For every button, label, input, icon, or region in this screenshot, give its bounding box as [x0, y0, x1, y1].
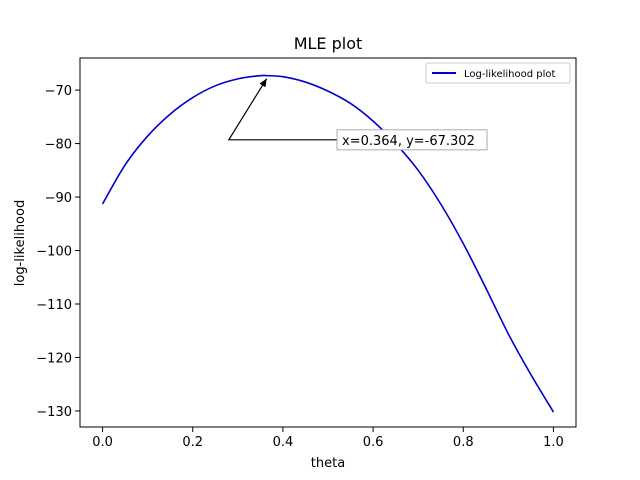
legend-box — [425, 62, 571, 84]
plot-area — [101, 74, 555, 413]
annotation-arrow — [227, 78, 338, 141]
x-tick-label: 0.6 — [363, 435, 384, 450]
x-tick-label: 0.0 — [92, 435, 113, 450]
y-tick-label: −100 — [36, 245, 72, 260]
annotation-box — [336, 129, 488, 151]
series-line-log-likelihood — [101, 74, 555, 413]
axes-frame — [79, 57, 577, 428]
legend: Log-likelihood plot — [425, 62, 571, 84]
y-tick-label: −90 — [45, 191, 72, 206]
y-tick-label: −120 — [36, 351, 72, 366]
y-tick-label: −130 — [36, 405, 72, 420]
x-axis-label: theta — [311, 456, 345, 471]
y-axis-label: log-likelihood — [13, 200, 28, 286]
x-tick-label: 1.0 — [543, 435, 564, 450]
y-tick-label: −110 — [36, 298, 72, 313]
x-tick-label: 0.2 — [182, 435, 203, 450]
annotation-text: x=0.364, y=-67.302 — [342, 134, 475, 149]
y-tick-label: −80 — [45, 138, 72, 153]
legend-label: Log-likelihood plot — [464, 69, 556, 80]
chart-title: MLE plot — [294, 34, 363, 53]
y-tick-label: −70 — [45, 84, 72, 99]
y-axis: −70 −80 −90 −100 −110 −120 −130 — [36, 84, 80, 420]
annotation-arrow-head — [259, 78, 267, 88]
max-annotation: x=0.364, y=-67.302 — [227, 78, 488, 151]
x-tick-label: 0.4 — [273, 435, 294, 450]
x-axis: 0.0 0.2 0.4 0.6 0.8 1.0 — [92, 427, 564, 450]
x-tick-label: 0.8 — [453, 435, 474, 450]
